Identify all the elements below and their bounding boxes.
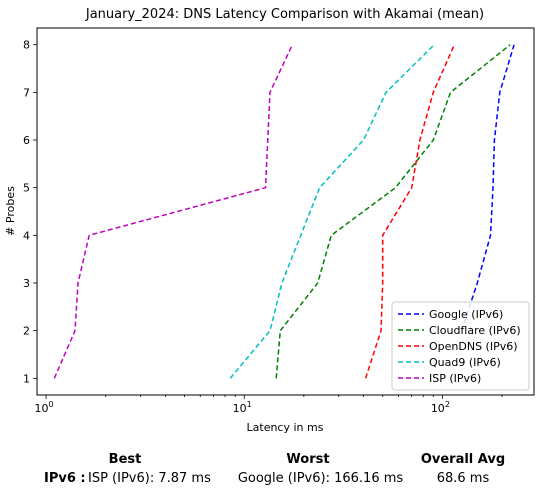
overall-avg-value: 68.6 ms — [436, 471, 490, 486]
y-axis-label: # Probes — [4, 186, 17, 236]
legend: Google (IPv6) Cloudflare (IPv6) OpenDNS (I… — [391, 301, 530, 391]
y-tick-label: 6 — [23, 134, 30, 147]
best-header: Best — [108, 452, 142, 467]
legend-label: Quad9 (IPv6) — [429, 356, 501, 369]
best-value: ISP (IPv6): 7.87 ms — [88, 471, 211, 486]
series-line-google-ipv6 — [460, 44, 515, 331]
latency-chart: January_2024: DNS Latency Comparison wit… — [4, 7, 535, 434]
x-tick-label: 101 — [233, 400, 252, 415]
legend-label: OpenDNS (IPv6) — [429, 340, 518, 353]
y-tick-label: 1 — [23, 372, 30, 385]
y-tick-label: 5 — [23, 182, 30, 195]
y-tick-label: 8 — [23, 39, 30, 52]
x-tick-label: 100 — [35, 400, 54, 415]
legend-label: Cloudflare (IPv6) — [429, 324, 521, 337]
y-tick-label: 4 — [23, 229, 30, 242]
worst-header: Worst — [286, 452, 330, 467]
series-line-isp-ipv6 — [53, 44, 294, 379]
legend-label: Google (IPv6) — [429, 308, 503, 321]
series-line-cloudflare-ipv6 — [275, 44, 511, 379]
legend-box — [391, 301, 530, 391]
x-axis-label: Latency in ms — [247, 421, 324, 434]
chart-title: January_2024: DNS Latency Comparison wit… — [85, 7, 484, 22]
row-label: IPv6 : — [44, 471, 86, 486]
series-line-quad9-ipv6 — [229, 44, 435, 379]
series-line-opendns-ipv6 — [364, 44, 456, 379]
worst-value: Google (IPv6): 166.16 ms — [237, 471, 404, 486]
summary-table: Best Worst Overall Avg IPv6 : ISP (IPv6)… — [0, 440, 541, 496]
legend-label: ISP (IPv6) — [429, 372, 481, 385]
y-tick-label: 2 — [23, 325, 30, 338]
y-tick-label: 7 — [23, 86, 30, 99]
y-tick-label: 3 — [23, 277, 30, 290]
x-tick-label: 102 — [431, 400, 450, 415]
overall-avg-header: Overall Avg — [420, 452, 506, 467]
